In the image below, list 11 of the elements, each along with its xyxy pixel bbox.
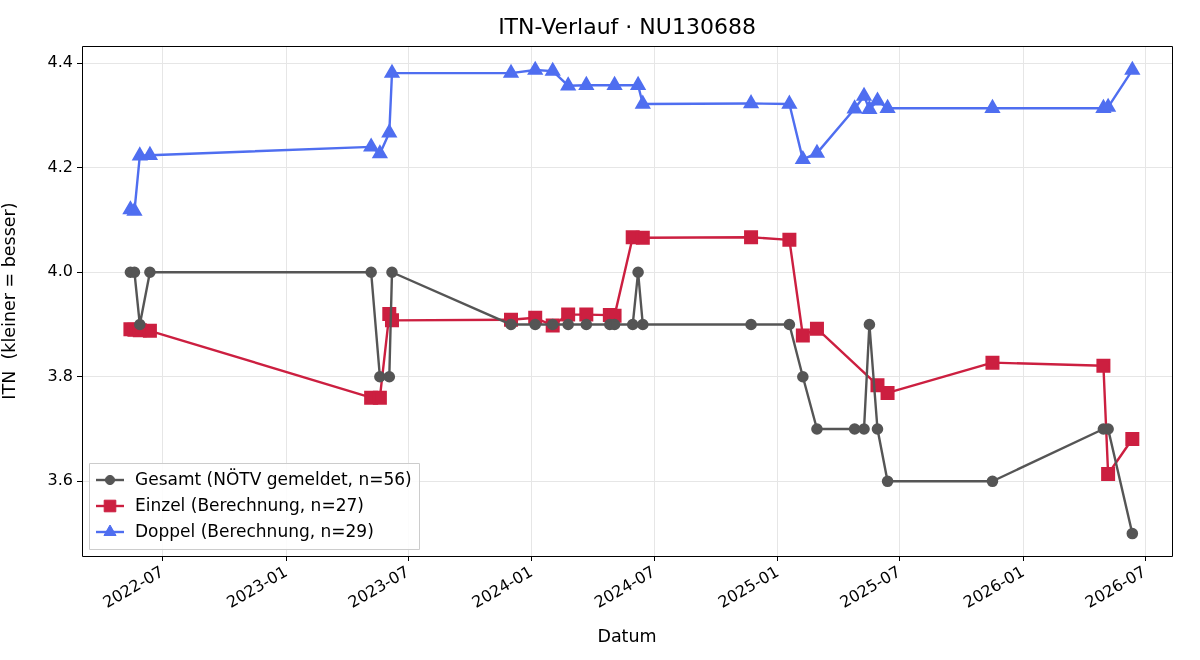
chart-title: ITN-Verlauf · NU130688 [498, 13, 756, 39]
y-tick-label: 4.4 [47, 52, 73, 72]
legend-label: Gesamt (NÖTV gemeldet, n=56) [135, 468, 412, 490]
y-tick-label: 4.2 [47, 156, 73, 176]
x-axis-title: Datum [597, 626, 657, 647]
legend-label: Doppel (Berechnung, n=29) [135, 521, 374, 542]
y-tick-label: 4.0 [47, 261, 73, 281]
y-tick-label: 3.8 [47, 365, 73, 385]
y-tick-label: 3.6 [47, 470, 73, 490]
y-axis-title: ITN (kleiner = besser) [0, 202, 20, 400]
legend-label: Einzel (Berechnung, n=27) [135, 495, 364, 516]
